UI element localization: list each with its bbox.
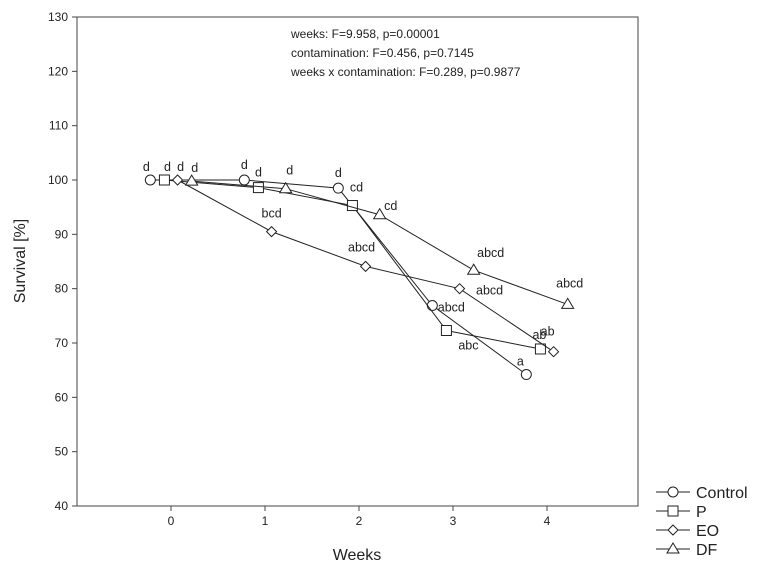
data-point [346, 200, 358, 212]
data-point [158, 174, 170, 186]
data-label: abcd [438, 301, 465, 315]
data-point [440, 325, 452, 337]
series-p [158, 174, 546, 355]
y-tick-label: 100 [48, 173, 68, 187]
data-label: d [177, 160, 184, 174]
data-point [466, 263, 481, 275]
y-tick-label: 130 [48, 10, 68, 24]
legend-item-p: P [656, 504, 707, 521]
y-tick-label: 40 [55, 499, 69, 513]
data-label: d [143, 160, 150, 174]
y-tick-label: 80 [55, 282, 69, 296]
legend-label: Control [696, 485, 748, 502]
data-point [453, 282, 466, 295]
x-tick-label: 3 [450, 514, 457, 528]
y-tick-label: 50 [55, 445, 69, 459]
data-point [171, 174, 184, 186]
data-label: abcd [556, 276, 583, 290]
legend-label: DF [696, 542, 718, 559]
series-layer [144, 174, 575, 381]
data-label: abc [458, 339, 478, 353]
legend-item-control: Control [656, 485, 748, 502]
data-point [547, 345, 560, 358]
legend: Control P EO DF [656, 485, 748, 559]
plot-frame [76, 16, 639, 507]
x-tick-label: 2 [356, 514, 363, 528]
y-tick-label: 70 [55, 336, 69, 350]
data-label: abcd [476, 284, 503, 298]
legend-marker [667, 505, 679, 517]
stats-line-contamination: contamination: F=0.456, p=0.7145 [291, 46, 474, 60]
x-axis-title: Weeks [333, 547, 382, 564]
series-df [184, 174, 575, 309]
series-line [191, 180, 568, 305]
legend-marker [666, 542, 680, 554]
data-label: d [335, 166, 342, 180]
data-point [144, 174, 156, 186]
data-point [265, 225, 278, 238]
data-label: d [255, 166, 262, 180]
legend-label: P [696, 504, 707, 521]
data-label: d [286, 164, 293, 178]
data-label: abcd [477, 246, 504, 260]
y-tick-label: 90 [55, 227, 69, 241]
y-tick-label: 110 [49, 119, 68, 133]
y-axis: 40 50 60 70 80 90 100 110 120 130 [48, 10, 77, 513]
legend-item-df: DF [656, 542, 718, 559]
data-point [534, 343, 546, 355]
legend-label: EO [696, 523, 719, 540]
data-point [426, 300, 438, 312]
data-label: cd [384, 199, 397, 213]
data-point [278, 181, 293, 194]
data-point [372, 207, 387, 220]
legend-marker [667, 524, 679, 536]
y-tick-label: 60 [55, 390, 69, 404]
data-label: d [191, 161, 198, 175]
y-axis-title: Survival [%] [12, 219, 29, 303]
data-label: d [164, 160, 171, 174]
data-point [238, 174, 250, 186]
data-point [520, 369, 532, 381]
stats-annotation: weeks: F=9.958, p=0.00001 contamination:… [290, 27, 521, 79]
x-tick-label: 4 [544, 514, 551, 528]
data-label: d [241, 158, 248, 172]
data-label: cd [350, 181, 363, 195]
data-point [252, 182, 264, 194]
data-point [184, 174, 199, 186]
x-axis: 0 1 2 3 4 [168, 506, 551, 528]
legend-item-eo: EO [656, 523, 719, 540]
x-tick-label: 0 [168, 514, 175, 528]
stats-line-weeks: weeks: F=9.958, p=0.00001 [290, 27, 440, 41]
data-point [359, 260, 372, 273]
data-label: ab [532, 328, 546, 342]
legend-marker [667, 486, 679, 498]
data-label: bcd [262, 207, 282, 221]
data-point [560, 297, 575, 309]
stats-line-interaction: weeks x contamination: F=0.289, p=0.9877 [290, 65, 521, 79]
series-eo [171, 174, 560, 358]
data-label: ab [541, 325, 555, 339]
data-label: abcd [348, 240, 375, 254]
x-tick-label: 1 [262, 514, 269, 528]
y-tick-label: 120 [48, 64, 68, 78]
data-point [332, 182, 344, 194]
data-label: a [517, 355, 524, 369]
